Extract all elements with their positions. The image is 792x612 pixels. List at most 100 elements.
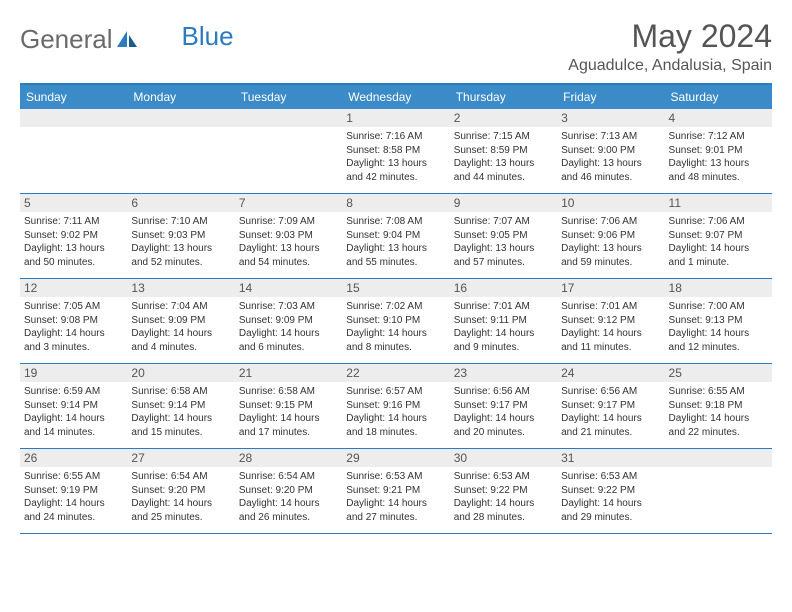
day-cell: 25 Sunrise: 6:55 AMSunset: 9:18 PMDayligh… xyxy=(665,364,772,448)
day-details: Sunrise: 7:16 AMSunset: 8:58 PMDaylight:… xyxy=(346,130,445,184)
day-cell: 31 Sunrise: 6:53 AMSunset: 9:22 PMDayligh… xyxy=(557,449,664,533)
day-number xyxy=(20,109,127,127)
day-cell: 1 Sunrise: 7:16 AMSunset: 8:58 PMDaylight… xyxy=(342,109,449,193)
day-number: 5 xyxy=(20,194,127,212)
day-details: Sunrise: 6:59 AMSunset: 9:14 PMDaylight:… xyxy=(24,385,123,439)
day-cell: 18Sunrise: 7:00 AMSunset: 9:13 PMDayligh… xyxy=(665,279,772,363)
day-details: Sunrise: 7:06 AMSunset: 9:06 PMDaylight:… xyxy=(561,215,660,269)
day-number xyxy=(127,109,234,127)
day-cell: 27 Sunrise: 6:54 AMSunset: 9:20 PMDayligh… xyxy=(127,449,234,533)
week-row: 26 Sunrise: 6:55 AMSunset: 9:19 PMDayligh… xyxy=(20,449,772,534)
day-number: 12 xyxy=(20,279,127,297)
day-cell: 8 Sunrise: 7:08 AMSunset: 9:04 PMDaylight… xyxy=(342,194,449,278)
day-number: 28 xyxy=(235,449,342,467)
day-details: Sunrise: 6:56 AMSunset: 9:17 PMDaylight:… xyxy=(454,385,553,439)
day-cell: 12 Sunrise: 7:05 AMSunset: 9:08 PMDayligh… xyxy=(20,279,127,363)
day-details: Sunrise: 7:15 AMSunset: 8:59 PMDaylight:… xyxy=(454,130,553,184)
day-header-monday: Monday xyxy=(127,85,234,109)
day-cell: 7Sunrise: 7:09 AMSunset: 9:03 PMDaylight… xyxy=(235,194,342,278)
day-number: 22 xyxy=(342,364,449,382)
day-cell: 16 Sunrise: 7:01 AMSunset: 9:11 PMDayligh… xyxy=(450,279,557,363)
day-number: 25 xyxy=(665,364,772,382)
day-header-sunday: Sunday xyxy=(20,85,127,109)
day-cell: 19 Sunrise: 6:59 AMSunset: 9:14 PMDayligh… xyxy=(20,364,127,448)
day-details: Sunrise: 6:58 AMSunset: 9:14 PMDaylight:… xyxy=(131,385,230,439)
day-cell: 15Sunrise: 7:02 AMSunset: 9:10 PMDayligh… xyxy=(342,279,449,363)
day-number: 6 xyxy=(127,194,234,212)
day-cell xyxy=(127,109,234,193)
day-cell: 22 Sunrise: 6:57 AMSunset: 9:16 PMDayligh… xyxy=(342,364,449,448)
day-details: Sunrise: 7:02 AMSunset: 9:10 PMDaylight:… xyxy=(346,300,445,354)
month-title: May 2024 xyxy=(568,18,772,55)
day-details: Sunrise: 6:53 AMSunset: 9:22 PMDaylight:… xyxy=(561,470,660,524)
day-number: 13 xyxy=(127,279,234,297)
day-details: Sunrise: 7:10 AMSunset: 9:03 PMDaylight:… xyxy=(131,215,230,269)
day-number: 21 xyxy=(235,364,342,382)
day-cell: 24 Sunrise: 6:56 AMSunset: 9:17 PMDayligh… xyxy=(557,364,664,448)
day-number: 31 xyxy=(557,449,664,467)
day-number: 26 xyxy=(20,449,127,467)
sail-icon xyxy=(116,29,138,49)
day-details: Sunrise: 6:54 AMSunset: 9:20 PMDaylight:… xyxy=(239,470,338,524)
weeks-container: 1 Sunrise: 7:16 AMSunset: 8:58 PMDaylight… xyxy=(20,109,772,534)
day-cell: 4Sunrise: 7:12 AMSunset: 9:01 PMDaylight… xyxy=(665,109,772,193)
day-details: Sunrise: 6:57 AMSunset: 9:16 PMDaylight:… xyxy=(346,385,445,439)
day-details: Sunrise: 6:58 AMSunset: 9:15 PMDaylight:… xyxy=(239,385,338,439)
day-details: Sunrise: 7:01 AMSunset: 9:11 PMDaylight:… xyxy=(454,300,553,354)
day-cell xyxy=(235,109,342,193)
day-details: Sunrise: 6:55 AMSunset: 9:18 PMDaylight:… xyxy=(669,385,768,439)
day-number xyxy=(665,449,772,467)
day-details: Sunrise: 7:06 AMSunset: 9:07 PMDaylight:… xyxy=(669,215,768,269)
day-cell: 5 Sunrise: 7:11 AMSunset: 9:02 PMDaylight… xyxy=(20,194,127,278)
day-cell: 28 Sunrise: 6:54 AMSunset: 9:20 PMDayligh… xyxy=(235,449,342,533)
day-details: Sunrise: 7:05 AMSunset: 9:08 PMDaylight:… xyxy=(24,300,123,354)
day-number: 29 xyxy=(342,449,449,467)
day-cell: 13Sunrise: 7:04 AMSunset: 9:09 PMDayligh… xyxy=(127,279,234,363)
day-cell: 9Sunrise: 7:07 AMSunset: 9:05 PMDaylight… xyxy=(450,194,557,278)
day-cell: 10 Sunrise: 7:06 AMSunset: 9:06 PMDayligh… xyxy=(557,194,664,278)
day-number: 4 xyxy=(665,109,772,127)
day-header-thursday: Thursday xyxy=(450,85,557,109)
day-number: 1 xyxy=(342,109,449,127)
day-cell: 14 Sunrise: 7:03 AMSunset: 9:09 PMDayligh… xyxy=(235,279,342,363)
day-number: 3 xyxy=(557,109,664,127)
day-number: 30 xyxy=(450,449,557,467)
day-cell: 3Sunrise: 7:13 AMSunset: 9:00 PMDaylight… xyxy=(557,109,664,193)
day-number xyxy=(235,109,342,127)
day-details: Sunrise: 7:03 AMSunset: 9:09 PMDaylight:… xyxy=(239,300,338,354)
day-cell: 20 Sunrise: 6:58 AMSunset: 9:14 PMDayligh… xyxy=(127,364,234,448)
day-number: 23 xyxy=(450,364,557,382)
day-number: 16 xyxy=(450,279,557,297)
day-header-saturday: Saturday xyxy=(665,85,772,109)
day-details: Sunrise: 6:56 AMSunset: 9:17 PMDaylight:… xyxy=(561,385,660,439)
day-number: 27 xyxy=(127,449,234,467)
brand-part1: General xyxy=(20,24,113,55)
week-row: 5 Sunrise: 7:11 AMSunset: 9:02 PMDaylight… xyxy=(20,194,772,279)
day-number: 20 xyxy=(127,364,234,382)
day-cell: 26 Sunrise: 6:55 AMSunset: 9:19 PMDayligh… xyxy=(20,449,127,533)
week-row: 1 Sunrise: 7:16 AMSunset: 8:58 PMDaylight… xyxy=(20,109,772,194)
day-number: 14 xyxy=(235,279,342,297)
day-number: 10 xyxy=(557,194,664,212)
day-details: Sunrise: 6:55 AMSunset: 9:19 PMDaylight:… xyxy=(24,470,123,524)
day-cell xyxy=(665,449,772,533)
day-cell: 29Sunrise: 6:53 AMSunset: 9:21 PMDayligh… xyxy=(342,449,449,533)
page-header: General Blue May 2024 Aguadulce, Andalus… xyxy=(20,18,772,75)
day-cell: 21 Sunrise: 6:58 AMSunset: 9:15 PMDayligh… xyxy=(235,364,342,448)
day-header-row: SundayMondayTuesdayWednesdayThursdayFrid… xyxy=(20,85,772,109)
day-number: 19 xyxy=(20,364,127,382)
brand-part2: Blue xyxy=(182,21,234,52)
day-number: 8 xyxy=(342,194,449,212)
day-details: Sunrise: 7:11 AMSunset: 9:02 PMDaylight:… xyxy=(24,215,123,269)
day-details: Sunrise: 7:08 AMSunset: 9:04 PMDaylight:… xyxy=(346,215,445,269)
day-number: 24 xyxy=(557,364,664,382)
day-cell: 30Sunrise: 6:53 AMSunset: 9:22 PMDayligh… xyxy=(450,449,557,533)
day-details: Sunrise: 6:54 AMSunset: 9:20 PMDaylight:… xyxy=(131,470,230,524)
day-number: 11 xyxy=(665,194,772,212)
day-cell: 6 Sunrise: 7:10 AMSunset: 9:03 PMDaylight… xyxy=(127,194,234,278)
day-details: Sunrise: 7:09 AMSunset: 9:03 PMDaylight:… xyxy=(239,215,338,269)
location-text: Aguadulce, Andalusia, Spain xyxy=(568,57,772,75)
week-row: 12 Sunrise: 7:05 AMSunset: 9:08 PMDayligh… xyxy=(20,279,772,364)
day-number: 2 xyxy=(450,109,557,127)
day-cell: 2 Sunrise: 7:15 AMSunset: 8:59 PMDaylight… xyxy=(450,109,557,193)
